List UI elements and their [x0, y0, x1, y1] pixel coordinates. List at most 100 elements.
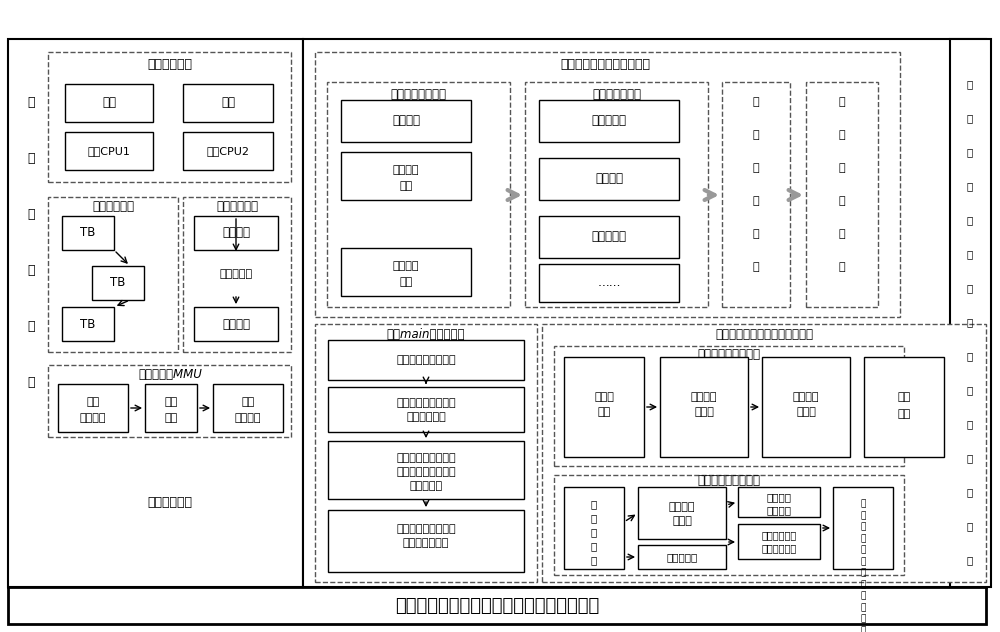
Bar	[564, 357, 644, 457]
Bar	[65, 132, 153, 170]
Bar	[327, 82, 510, 307]
Bar	[564, 487, 624, 569]
Text: 内: 内	[967, 317, 973, 327]
Text: 真: 真	[27, 264, 35, 277]
Text: 微代码生成器: 微代码生成器	[216, 200, 258, 214]
Text: 特征: 特征	[399, 277, 413, 287]
Text: 架: 架	[27, 375, 35, 389]
Text: 址参数: 址参数	[694, 407, 714, 417]
Bar	[833, 487, 893, 569]
Text: 仿: 仿	[27, 207, 35, 221]
Bar	[554, 346, 904, 466]
Bar	[62, 216, 114, 250]
Text: 翻译、转换: 翻译、转换	[219, 269, 253, 279]
Text: 子: 子	[967, 181, 973, 191]
Bar	[638, 545, 726, 569]
Text: 测: 测	[967, 487, 973, 497]
Bar	[145, 384, 197, 432]
Text: 内存读写操作分析: 内存读写操作分析	[390, 88, 446, 102]
Bar	[738, 524, 820, 559]
Bar	[48, 197, 178, 352]
Text: 主机: 主机	[241, 397, 255, 407]
Text: TB: TB	[80, 317, 96, 331]
Text: 访问指令: 访问指令	[393, 261, 419, 271]
Bar	[950, 39, 991, 587]
Text: 堆漏洞检测算法: 堆漏洞检测算法	[592, 88, 642, 102]
Text: 基于仿真的跨架构固件堆内存缺陷检测方法: 基于仿真的跨架构固件堆内存缺陷检测方法	[395, 597, 599, 614]
Text: 影子: 影子	[164, 397, 178, 407]
Text: 拦截堆内存读写操作的钩子: 拦截堆内存读写操作的钩子	[560, 58, 650, 71]
Bar	[722, 82, 790, 307]
Text: 虚拟地址: 虚拟地址	[80, 413, 106, 423]
Bar	[194, 307, 278, 341]
Text: 拦截堆内存分配释放操作的钩子: 拦截堆内存分配释放操作的钩子	[715, 327, 813, 341]
Text: 页表: 页表	[164, 413, 178, 423]
Bar	[92, 266, 144, 300]
Text: 修改堆状: 修改堆状	[793, 392, 819, 402]
Bar	[183, 84, 273, 122]
Text: 的: 的	[967, 283, 973, 293]
Text: 影: 影	[967, 147, 973, 157]
Text: 缺: 缺	[967, 385, 973, 395]
Text: 的起始地址: 的起始地址	[409, 481, 443, 491]
Text: 告: 告	[839, 262, 845, 272]
Text: 断: 断	[753, 130, 759, 140]
Text: 漏: 漏	[839, 163, 845, 173]
Text: 模: 模	[967, 521, 973, 531]
Text: 缓冲区溢出: 缓冲区溢出	[592, 231, 626, 243]
Text: 物理地址: 物理地址	[235, 413, 261, 423]
Text: 影子: 影子	[897, 392, 911, 402]
Bar	[48, 52, 291, 182]
Text: 双重释放: 双重释放	[595, 173, 623, 186]
Text: 客户: 客户	[86, 397, 100, 407]
Text: 基于软件的MMU: 基于软件的MMU	[138, 368, 202, 382]
Bar	[525, 82, 708, 307]
Text: 载入拦截堆内存分配: 载入拦截堆内存分配	[396, 524, 456, 534]
Bar	[738, 487, 820, 517]
Bar	[341, 248, 471, 296]
Bar	[341, 100, 471, 142]
Text: 块: 块	[967, 555, 973, 565]
Text: 影: 影	[860, 592, 866, 600]
Text: 库函数: 库函数	[594, 392, 614, 402]
Text: 主机架构: 主机架构	[222, 317, 250, 331]
Text: 于: 于	[967, 113, 973, 123]
Bar	[542, 324, 986, 582]
Text: 内: 内	[967, 215, 973, 225]
Text: 计算堆内存分配、释: 计算堆内存分配、释	[396, 453, 456, 463]
Text: 新: 新	[860, 523, 866, 532]
Text: 内存: 内存	[897, 409, 911, 419]
Text: 成: 成	[839, 130, 845, 140]
Text: 修改堆地: 修改堆地	[691, 392, 717, 402]
Text: 访问类型: 访问类型	[392, 114, 420, 128]
Text: 设置堆内: 设置堆内	[767, 492, 792, 502]
Bar	[328, 510, 524, 572]
Text: 构: 构	[860, 569, 866, 578]
Bar	[539, 216, 679, 258]
Bar	[328, 340, 524, 380]
Text: 基: 基	[967, 79, 973, 89]
Text: 拦截main函数的钩子: 拦截main函数的钩子	[387, 327, 465, 341]
Text: 陷: 陷	[967, 419, 973, 429]
Text: 区域: 区域	[399, 181, 413, 191]
Bar	[8, 587, 986, 624]
Text: 解析固件程序运行库: 解析固件程序运行库	[396, 355, 456, 365]
Bar	[328, 387, 524, 432]
Bar	[341, 152, 471, 200]
Text: 判: 判	[753, 97, 759, 107]
Text: 修改堆分: 修改堆分	[669, 502, 695, 512]
Text: 入: 入	[591, 541, 597, 551]
Text: TB: TB	[80, 226, 96, 240]
Bar	[194, 216, 278, 250]
Text: 内: 内	[860, 614, 866, 624]
Text: 件: 件	[27, 152, 35, 164]
Bar	[8, 39, 986, 587]
Text: 状态标记: 状态标记	[767, 505, 792, 515]
Text: 框: 框	[27, 320, 35, 332]
Bar	[762, 357, 850, 457]
Bar	[660, 357, 748, 457]
Text: 到: 到	[860, 580, 866, 589]
Text: 堆: 堆	[860, 534, 866, 543]
Bar	[554, 475, 904, 575]
Text: 洞: 洞	[753, 262, 759, 272]
